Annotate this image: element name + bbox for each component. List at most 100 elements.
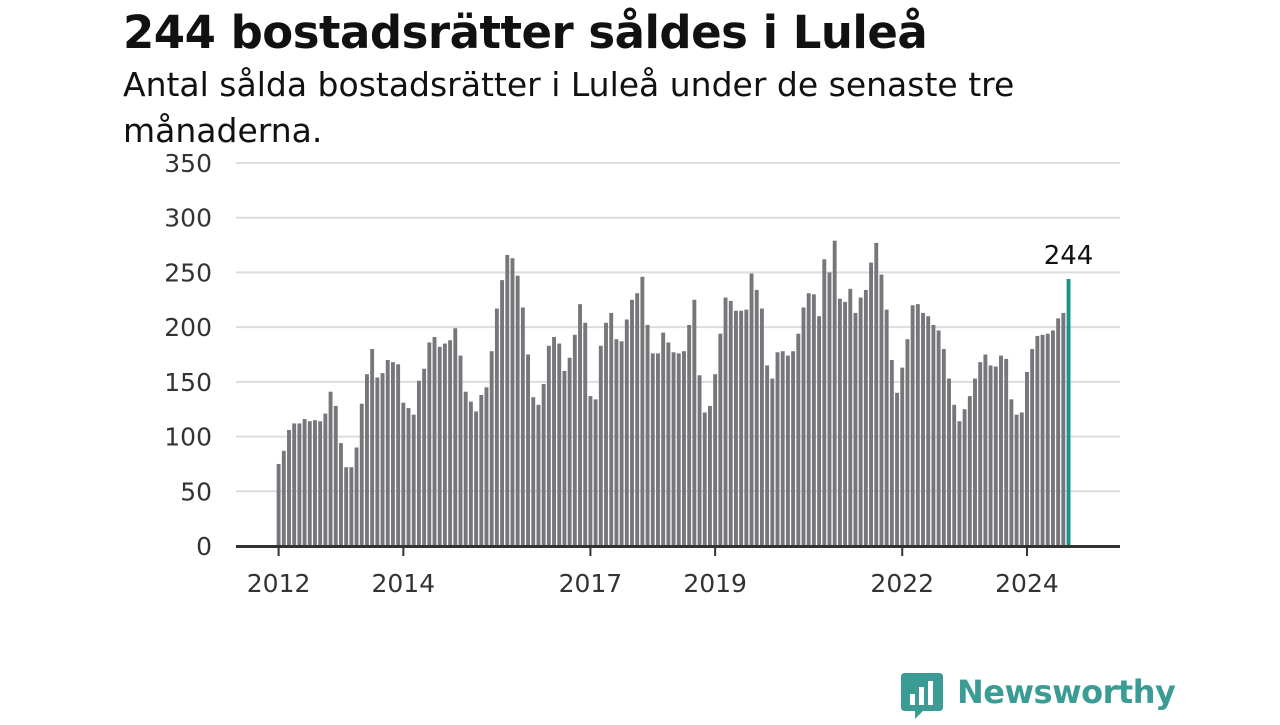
bar	[401, 402, 406, 546]
bar	[910, 305, 915, 546]
bar	[354, 447, 359, 546]
bar	[489, 351, 494, 546]
bar	[869, 262, 874, 546]
bar	[931, 324, 936, 546]
bar	[697, 375, 702, 546]
bar	[728, 300, 733, 546]
bar	[765, 365, 770, 546]
brand-name: Newsworthy	[957, 673, 1176, 711]
bar	[1004, 358, 1009, 546]
bar	[713, 374, 718, 546]
bar	[630, 299, 634, 546]
bar	[453, 328, 458, 546]
bar	[463, 391, 468, 546]
bar	[973, 378, 977, 546]
bar	[510, 258, 515, 546]
bar	[583, 322, 588, 546]
y-tick-label: 150	[164, 368, 212, 397]
bar	[505, 254, 510, 547]
bar	[957, 421, 962, 546]
bar	[837, 298, 842, 546]
x-tick-label: 2012	[247, 569, 311, 598]
bar	[552, 336, 556, 546]
bar	[921, 312, 925, 546]
bar	[770, 378, 775, 546]
bar	[624, 319, 629, 546]
bar	[390, 362, 395, 546]
bar	[494, 308, 499, 546]
bar	[879, 274, 884, 546]
bar	[858, 297, 863, 546]
bar	[827, 272, 832, 546]
bar	[276, 463, 281, 546]
chart-title: 244 bostadsrätter såldes i Luleå	[123, 6, 928, 59]
bar	[375, 377, 380, 546]
bar	[640, 276, 645, 546]
bar	[474, 411, 479, 546]
bar	[915, 304, 920, 546]
bar	[843, 301, 848, 546]
bar	[1056, 318, 1061, 546]
bar	[1030, 349, 1035, 546]
bar	[578, 304, 582, 546]
bar	[848, 288, 853, 546]
bar	[692, 299, 697, 546]
bar	[962, 409, 967, 546]
bar-chart-speech-bubble-icon	[901, 673, 943, 719]
bar	[365, 374, 369, 546]
bar	[687, 324, 692, 546]
bar	[739, 310, 744, 546]
bar	[380, 373, 385, 546]
bar	[967, 396, 972, 546]
bar	[318, 421, 323, 546]
bar	[515, 275, 520, 546]
y-tick-label: 100	[164, 423, 212, 452]
bar	[702, 412, 707, 546]
bar	[479, 394, 484, 546]
bar	[863, 289, 868, 546]
x-tick-label: 2024	[995, 569, 1059, 598]
x-tick-label: 2017	[559, 569, 623, 598]
bar	[281, 450, 286, 546]
bar	[661, 332, 666, 546]
bar-highlight	[1066, 278, 1071, 546]
bar	[780, 351, 785, 546]
bar	[775, 352, 780, 546]
bar	[983, 354, 988, 546]
bar	[1045, 333, 1050, 546]
bar	[292, 423, 297, 546]
bar	[723, 297, 728, 546]
highlight-value-label: 244	[1044, 241, 1094, 271]
bar	[536, 404, 541, 546]
chart-subtitle: Antal sålda bostadsrätter i Luleå under …	[123, 65, 1015, 150]
bar	[432, 336, 437, 546]
bar	[754, 289, 759, 546]
bar	[328, 391, 333, 546]
bar	[785, 355, 790, 546]
bar	[567, 357, 572, 546]
bar	[604, 322, 608, 546]
bar	[484, 387, 489, 546]
x-tick-label: 2022	[870, 569, 934, 598]
bar	[333, 405, 338, 546]
bar	[978, 362, 983, 546]
y-tick-label: 300	[164, 204, 212, 233]
bar	[593, 399, 598, 546]
bar	[598, 345, 603, 546]
bar	[323, 413, 328, 546]
bar	[416, 380, 421, 546]
bar	[993, 366, 998, 546]
bar	[468, 401, 473, 546]
bar	[817, 316, 822, 546]
bar	[806, 293, 811, 546]
bar	[941, 349, 946, 546]
bar	[1035, 335, 1040, 546]
bar	[370, 349, 375, 546]
bar	[562, 370, 567, 546]
bar	[822, 259, 827, 546]
bar	[359, 403, 364, 546]
bar	[531, 397, 536, 546]
bar	[889, 359, 894, 546]
bar	[385, 359, 390, 546]
